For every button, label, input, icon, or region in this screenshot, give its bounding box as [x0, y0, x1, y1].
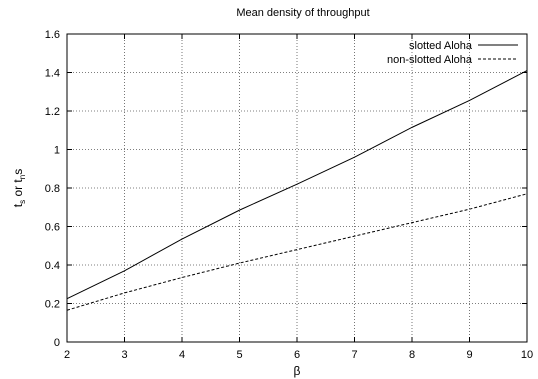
y-label-t1: t	[11, 203, 25, 207]
x-tick-labels: 2 3 4 5 6 7 8 9 10	[64, 349, 533, 361]
x-tick-label: 7	[351, 349, 357, 361]
y-label-or: or	[11, 183, 25, 200]
y-tick-label: 0.6	[45, 222, 60, 234]
x-tick-label: 3	[121, 349, 127, 361]
x-tick-label: 6	[294, 349, 300, 361]
series-layer	[66, 70, 528, 311]
y-axis-label: ts or tns	[11, 169, 27, 207]
y-tick-label: 0.2	[45, 299, 60, 311]
x-tick-label: 2	[64, 349, 70, 361]
x-tick-label: 10	[521, 349, 533, 361]
y-tick-label: 1.2	[45, 106, 60, 118]
legend-label-slotted: slotted Aloha	[409, 40, 473, 52]
y-tick-label: 0	[54, 337, 60, 349]
x-tick-label: 5	[236, 349, 242, 361]
legend-label-nonslotted: non-slotted Aloha	[387, 54, 473, 66]
y-tick-label: 0.8	[45, 183, 60, 195]
chart-title: Mean density of throughput	[236, 7, 369, 19]
legend: slotted Aloha non-slotted Aloha	[387, 40, 518, 66]
y-tick-labels: 0 0.2 0.4 0.6 0.8 1 1.2 1.4 1.6	[45, 29, 60, 349]
y-tick-label: 1	[54, 145, 60, 157]
y-label-sub1: s	[18, 200, 27, 204]
x-tick-label: 9	[466, 349, 472, 361]
y-label-s: s	[11, 169, 25, 175]
y-label-t2: t	[11, 179, 25, 183]
y-tick-label: 0.4	[45, 260, 60, 272]
grid	[67, 34, 527, 342]
ticks	[66, 33, 528, 343]
series-line-non-slotted-aloha	[66, 193, 528, 311]
x-tick-label: 4	[179, 349, 185, 361]
x-axis-label: β	[294, 364, 301, 378]
y-label-sub2: n	[18, 175, 27, 179]
y-tick-label: 1.6	[45, 29, 60, 41]
y-tick-label: 1.4	[45, 68, 60, 80]
x-tick-label: 8	[409, 349, 415, 361]
series-line-slotted-aloha	[66, 70, 528, 300]
